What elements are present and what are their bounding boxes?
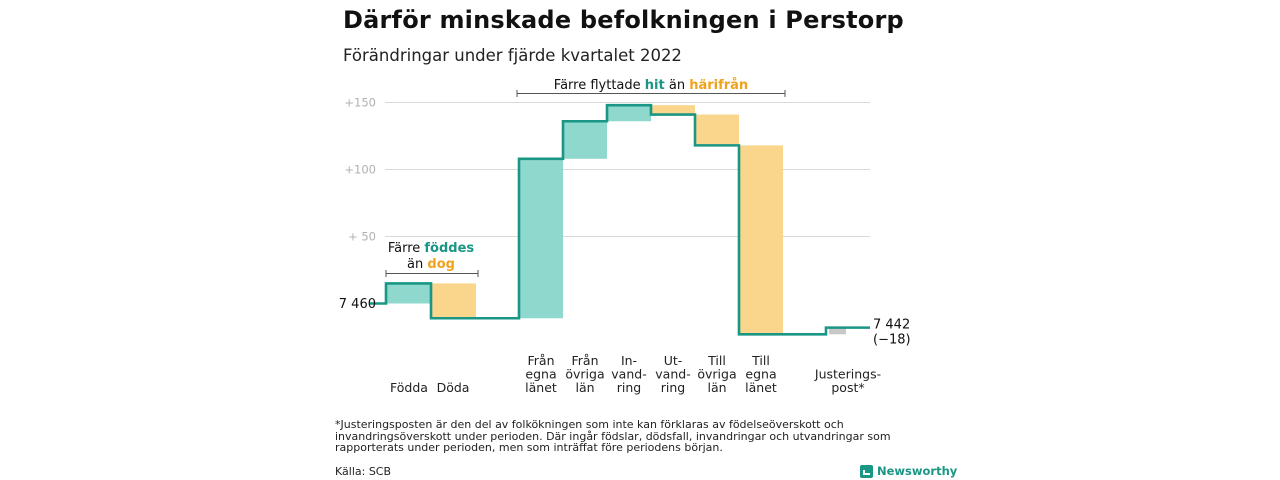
label-layer: +150 +100 + 50 7 460 7 442(−18) Födda Döda Från… — [339, 78, 911, 395]
annotation-part: föddes — [424, 241, 474, 256]
category-label-line: länet — [525, 380, 557, 395]
category-label-line: länet — [745, 380, 777, 395]
annotation-part: hit — [645, 78, 665, 93]
annotation-part: Färre flyttade — [554, 78, 645, 93]
category-label: Från egna länet — [525, 353, 557, 395]
newsworthy-logo-icon — [860, 464, 873, 478]
end-change-label: (−18) — [873, 333, 911, 348]
category-label-line: Till — [751, 353, 770, 368]
category-label-line: län — [575, 380, 594, 395]
bar-layer — [386, 105, 846, 335]
waterfall-chart: +150 +100 + 50 7 460 7 442(−18) Födda Döda Från… — [339, 78, 911, 395]
y-tick-label: +100 — [344, 163, 376, 177]
category-label-line: Födda — [390, 380, 428, 395]
category-label-line: egna — [745, 367, 776, 382]
category-label-line: ring — [661, 380, 685, 395]
category-label: Till egna länet — [745, 353, 777, 395]
category-label-line: vand- — [611, 367, 646, 382]
y-tick-label: +150 — [344, 96, 376, 110]
category-label: Från övriga län — [565, 353, 604, 395]
brand-logo[interactable]: Newsworthy — [860, 464, 957, 478]
chart-title: Därför minskade befolkningen i Perstorp — [343, 6, 904, 34]
annotation-part: dog — [427, 257, 455, 272]
category-label-line: egna — [525, 367, 556, 382]
category-label-line: Justerings- — [814, 367, 881, 382]
waterfall-bar — [739, 145, 783, 335]
category-label: In-vand-ring — [611, 353, 646, 395]
brand-name: Newsworthy — [877, 464, 958, 478]
waterfall-bar — [431, 283, 476, 319]
chart-subtitle: Förändringar under fjärde kvartalet 2022 — [343, 46, 682, 65]
waterfall-bar — [607, 105, 651, 122]
waterfall-bar — [651, 105, 695, 115]
annotation-text: än dog — [407, 257, 455, 272]
category-label-line: övriga — [697, 367, 736, 382]
category-label-line: vand- — [655, 367, 690, 382]
annotation-part: än — [665, 78, 689, 93]
start-value-label: 7 460 — [339, 297, 376, 312]
annotation-text: Färre flyttade hit än härifrån — [554, 78, 748, 93]
category-label: Justerings-post* — [814, 367, 881, 396]
y-tick-label: + 50 — [348, 230, 376, 244]
category-label-line: Från — [571, 353, 598, 368]
annotation-part: Färre — [388, 241, 425, 256]
waterfall-bar — [386, 283, 431, 304]
category-label-line: län — [707, 380, 726, 395]
source-text: Källa: SCB — [335, 465, 392, 478]
category-label-line: Döda — [437, 380, 470, 395]
category-label: Till övriga län — [697, 353, 736, 395]
category-label-line: In- — [621, 353, 637, 368]
category-label-line: post* — [831, 380, 864, 395]
category-label-line: Från — [527, 353, 554, 368]
end-value-label: 7 442 — [873, 318, 910, 333]
level-line — [370, 103, 870, 336]
footnote: *Justeringsposten är den del av folkökni… — [335, 418, 891, 454]
waterfall-bar — [563, 121, 607, 159]
waterfall-bar — [695, 114, 739, 146]
category-label-line: Ut- — [664, 353, 683, 368]
waterfall-bar — [519, 158, 563, 319]
waterfall-bar — [829, 327, 846, 335]
category-label: Döda — [437, 380, 470, 395]
category-label: Födda — [390, 380, 428, 395]
category-label: Ut-vand-ring — [655, 353, 690, 395]
annotation-part: än — [407, 257, 427, 272]
grid-layer — [385, 102, 870, 237]
category-label-line: ring — [617, 380, 641, 395]
line-layer — [370, 103, 870, 336]
category-label-line: Till — [707, 353, 726, 368]
annotation-text: Färre föddes — [388, 241, 475, 256]
annotation-part: härifrån — [689, 78, 748, 93]
category-label-line: övriga — [565, 367, 604, 382]
